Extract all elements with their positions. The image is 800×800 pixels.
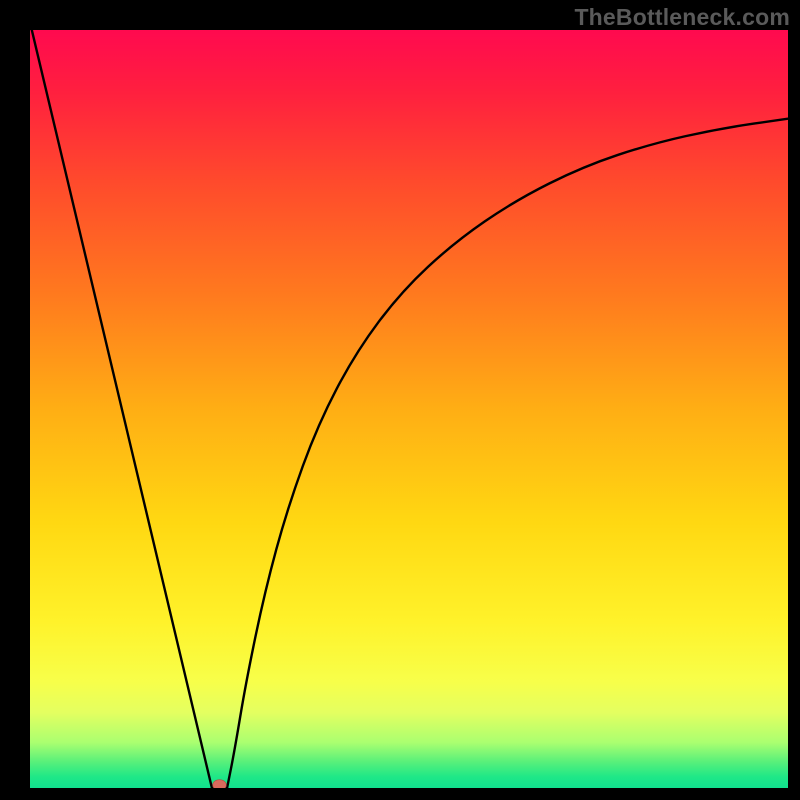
watermark-text: TheBottleneck.com	[574, 4, 790, 31]
optimum-marker	[213, 780, 227, 788]
bottleneck-chart	[30, 30, 788, 788]
chart-frame: TheBottleneck.com	[0, 0, 800, 800]
plot-background	[30, 30, 788, 788]
